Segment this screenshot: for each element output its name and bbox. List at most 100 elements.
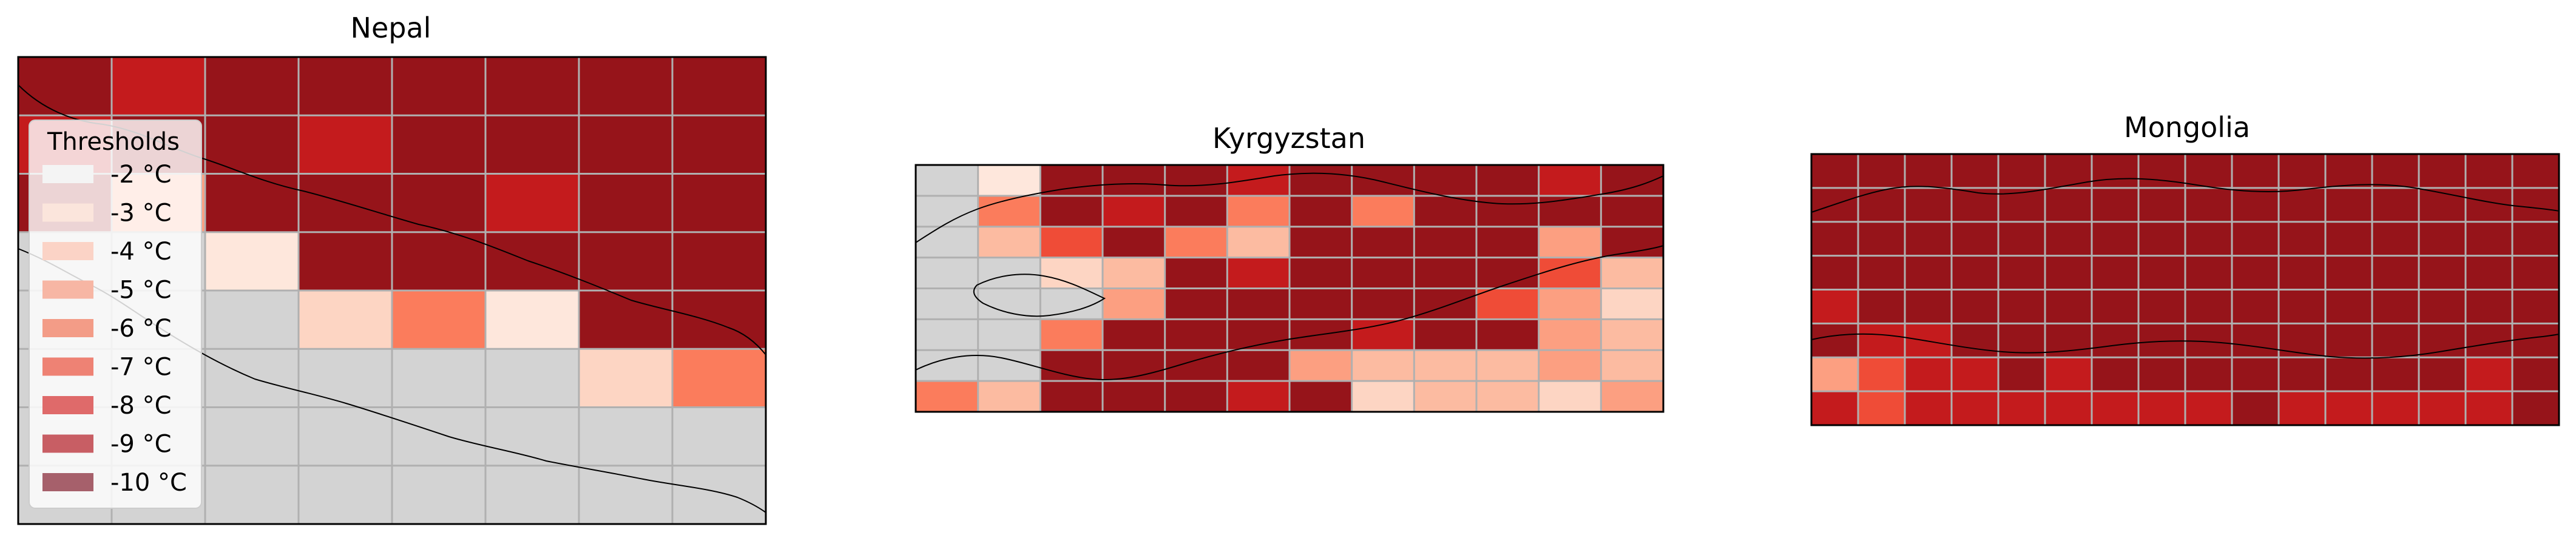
heatmap-cell [1290, 195, 1353, 227]
legend-title: Thresholds [47, 128, 180, 156]
legend-swatch [42, 203, 93, 222]
heatmap-cell [205, 465, 299, 525]
heatmap-cell [1227, 381, 1290, 412]
heatmap-cell [579, 465, 673, 525]
heatmap-cell [2185, 154, 2233, 189]
heatmap-cell [299, 232, 393, 291]
heatmap-cell [672, 349, 766, 408]
heatmap-cell [1858, 154, 1905, 189]
heatmap-cell [2092, 187, 2139, 223]
legend-swatch [42, 165, 93, 183]
heatmap-cell [392, 407, 486, 466]
heatmap-cell [1952, 391, 1999, 426]
heatmap-cell [485, 57, 580, 116]
heatmap-cell [1103, 350, 1166, 381]
map-panel-nepal: Nepal Thresholds -2 °C -3 °C -4 °C -5 °C -6 … [17, 12, 767, 525]
heatmap-cell [1858, 357, 1905, 392]
heatmap-cell [1290, 288, 1353, 320]
heatmap-cell [1538, 257, 1601, 289]
heatmap-cell [579, 115, 673, 175]
heatmap-cell [2325, 391, 2373, 426]
heatmap-cell [2466, 221, 2513, 257]
heatmap-cell [672, 57, 766, 116]
heatmap-cell [1476, 319, 1540, 351]
heatmap-cell [1414, 257, 1477, 289]
heatmap-cell [978, 319, 1041, 351]
heatmap-cell [2372, 221, 2419, 257]
heatmap-cell [1103, 226, 1166, 258]
heatmap-cell [1952, 323, 1999, 358]
heatmap-cell [1476, 288, 1540, 320]
heatmap-cell [916, 257, 979, 289]
map-frame [1810, 153, 2560, 426]
heatmap-cell [2185, 255, 2233, 291]
heatmap-cell [1811, 391, 1859, 426]
heatmap-cell [1227, 257, 1290, 289]
panel-title-mongolia: Mongolia [2124, 111, 2250, 144]
heatmap-cell [1351, 226, 1415, 258]
heatmap-cell [1905, 154, 1952, 189]
heatmap-cell [2279, 221, 2326, 257]
heatmap-cell [1998, 357, 2046, 392]
heatmap-cell [1601, 350, 1664, 381]
heatmap-cell [2092, 357, 2139, 392]
heatmap-cell [1414, 288, 1477, 320]
heatmap-cell [2138, 357, 2186, 392]
heatmap-cell [1227, 319, 1290, 351]
heatmap-cell [392, 173, 486, 233]
heatmap-cell [2045, 154, 2092, 189]
heatmap-cell [485, 232, 580, 291]
heatmap-cell [299, 407, 393, 466]
heatmap-cell [2325, 323, 2373, 358]
gridline-layer [916, 165, 1663, 412]
heatmap-cell [1103, 288, 1166, 320]
heatmap-cell [2512, 289, 2560, 324]
heatmap-cell [2372, 255, 2419, 291]
heatmap-cell [1811, 221, 1859, 257]
heatmap-cell [978, 165, 1041, 197]
heatmap-cell [916, 288, 979, 320]
heatmap-cell [2138, 221, 2186, 257]
heatmap-cell [2279, 289, 2326, 324]
heatmap-cell [2372, 187, 2419, 223]
heatmap-cell [1040, 381, 1103, 412]
heatmap-cell [1858, 187, 1905, 223]
legend-swatch [42, 280, 93, 299]
heatmap-cell [1040, 226, 1103, 258]
legend-label: -5 °C [110, 277, 172, 304]
heatmap-cell [978, 195, 1041, 227]
heatmap-cell [2325, 221, 2373, 257]
map-panel-mongolia: Mongolia [1810, 111, 2560, 426]
heatmap-cell [392, 232, 486, 291]
heatmap-cell [2185, 221, 2233, 257]
heatmap-cell [1538, 226, 1601, 258]
heatmap-cell [1351, 381, 1415, 412]
heatmap-cell [1601, 381, 1664, 412]
heatmap-cell [299, 115, 393, 175]
heatmap-cell [1538, 195, 1601, 227]
heatmap-cell [2466, 391, 2513, 426]
heatmap-cell [1538, 165, 1601, 197]
heatmap-cell [1103, 257, 1166, 289]
heatmap-cell [1601, 195, 1664, 227]
legend-label: -6 °C [110, 315, 172, 343]
heatmap-cell [205, 173, 299, 233]
heatmap-cell [2045, 187, 2092, 223]
heatmap-cell [299, 291, 393, 349]
heatmap-cell [1165, 195, 1228, 227]
heatmap-cell [392, 291, 486, 349]
heatmap-cell [1905, 255, 1952, 291]
heatmap-cell [1952, 187, 1999, 223]
heatmap-cell [205, 407, 299, 466]
heatmap-cell [916, 319, 979, 351]
heatmap-cell [2419, 154, 2466, 189]
border-line [915, 172, 1664, 243]
heatmap-cell [1165, 257, 1228, 289]
heatmap-cell [1998, 391, 2046, 426]
heatmap-cell [2512, 255, 2560, 291]
heatmap-cell [2512, 357, 2560, 392]
heatmap-cell [2372, 289, 2419, 324]
heatmap-cell [2512, 391, 2560, 426]
heatmap-cell [1952, 221, 1999, 257]
panel-title-nepal: Nepal [351, 12, 431, 44]
